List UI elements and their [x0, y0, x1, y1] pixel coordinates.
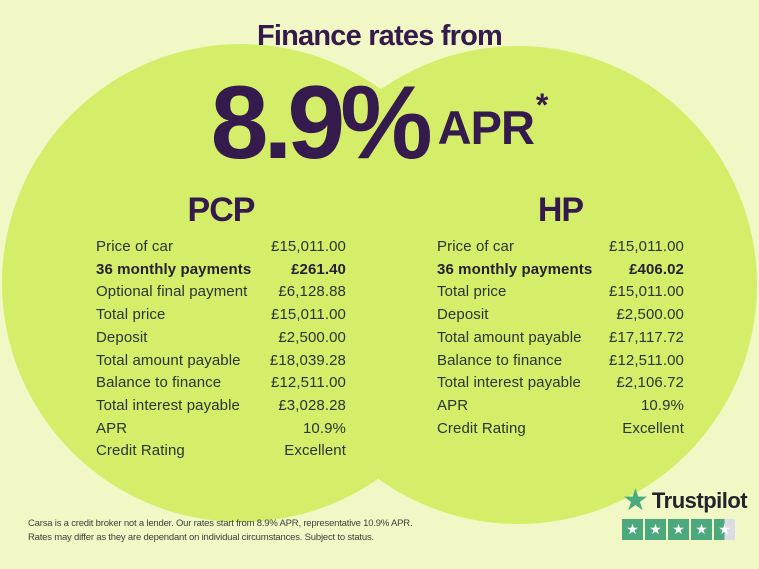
- trustpilot-widget: ★ Trustpilot ★ ★ ★ ★: [622, 484, 748, 540]
- headline-rate: 8.9% APR*: [0, 71, 759, 175]
- hp-finance-table: HP Price of car £15,011.00 36 monthly pa…: [437, 193, 684, 440]
- finance-table-row: Price of car £15,011.00: [437, 236, 684, 259]
- finance-table-row: Total price £15,011.00: [437, 281, 684, 304]
- row-value: £2,500.00: [278, 328, 346, 346]
- finance-table-row: Optional final payment £6,128.88: [96, 281, 346, 304]
- finance-table-row: 36 monthly payments £406.02: [437, 259, 684, 282]
- row-label: Total price: [437, 283, 507, 301]
- finance-table-row: Total amount payable £17,117.72: [437, 327, 684, 350]
- pcp-finance-table: PCP Price of car £15,011.00 36 monthly p…: [96, 193, 346, 463]
- row-value: £3,028.28: [278, 396, 346, 414]
- trustpilot-rating-star-box: ★: [622, 519, 643, 540]
- row-label: Credit Rating: [437, 419, 526, 437]
- row-value: £15,011.00: [271, 306, 346, 324]
- rate-suffix: APR: [437, 101, 535, 154]
- trustpilot-brand-text: Trustpilot: [651, 488, 748, 513]
- star-icon: ★: [649, 521, 662, 537]
- decorative-circle-right: [279, 46, 757, 524]
- row-label: Deposit: [437, 306, 489, 324]
- trustpilot-rating-stars: ★ ★ ★ ★ ★: [622, 519, 747, 540]
- row-value: 10.9%: [302, 419, 346, 437]
- row-value: £2,106.72: [616, 374, 684, 392]
- finance-table-row: Price of car £15,011.00: [96, 236, 346, 259]
- row-label: Total price: [96, 306, 166, 324]
- finance-table-row: Total interest payable £3,028.28: [96, 395, 346, 418]
- row-label: Price of car: [96, 238, 174, 255]
- row-value: £2,500.00: [616, 306, 684, 324]
- finance-table-row: Total amount payable £18,039.28: [96, 350, 346, 373]
- finance-table-row: Deposit £2,500.00: [96, 327, 346, 350]
- row-value: Excellent: [622, 419, 684, 437]
- row-value: £406.02: [629, 260, 684, 278]
- finance-table-row: Deposit £2,500.00: [437, 304, 684, 327]
- star-icon: ★: [718, 521, 731, 537]
- finance-table-row: APR 10.9%: [96, 418, 346, 441]
- finance-table-row: 36 monthly payments £261.40: [96, 259, 346, 282]
- row-label: Balance to finance: [96, 374, 222, 392]
- banner-title: Finance rates from: [256, 20, 503, 52]
- row-value: £6,128.88: [278, 283, 346, 301]
- finance-table-row: Credit Rating Excellent: [437, 418, 684, 441]
- row-value: £15,011.00: [271, 238, 346, 255]
- trustpilot-rating-star-box: ★: [668, 519, 689, 540]
- row-value: £18,039.28: [269, 351, 346, 369]
- rate-value: 8.9%: [210, 65, 433, 181]
- row-label: Optional final payment: [96, 283, 248, 301]
- row-value: £12,511.00: [271, 374, 346, 392]
- pcp-table-header: PCP: [187, 191, 256, 229]
- row-value: £12,511.00: [609, 351, 684, 369]
- row-value: £17,117.72: [609, 328, 684, 346]
- finance-table-row: Credit Rating Excellent: [96, 440, 346, 463]
- row-value: £15,011.00: [609, 283, 684, 301]
- row-label: Total amount payable: [437, 328, 582, 346]
- row-value: 10.9%: [640, 396, 684, 414]
- row-value: Excellent: [284, 442, 346, 460]
- row-value: £15,011.00: [609, 238, 684, 255]
- row-value: £261.40: [291, 260, 346, 278]
- row-label: Total interest payable: [437, 374, 581, 392]
- disclaimer-line-1: Carsa is a credit broker not a lender. O…: [28, 518, 413, 529]
- trustpilot-logo: ★ Trustpilot: [622, 484, 748, 517]
- trustpilot-star-icon: ★: [622, 484, 649, 517]
- disclaimer-line-2: Rates may differ as they are dependant o…: [28, 531, 374, 543]
- star-icon: ★: [672, 521, 685, 537]
- finance-table-row: Balance to finance £12,511.00: [96, 372, 346, 395]
- rate-asterisk: *: [535, 87, 549, 123]
- row-label: Price of car: [437, 238, 515, 255]
- trustpilot-rating-star-box: ★: [645, 519, 666, 540]
- row-label: Credit Rating: [96, 442, 185, 460]
- finance-table-row: APR 10.9%: [437, 395, 684, 418]
- star-icon: ★: [626, 521, 639, 537]
- hp-table-header: HP: [537, 191, 584, 229]
- row-label: APR: [437, 396, 469, 414]
- trustpilot-rating-star-box: ★: [691, 519, 712, 540]
- row-label: 36 monthly payments: [437, 260, 593, 278]
- finance-table-row: Total interest payable £2,106.72: [437, 372, 684, 395]
- row-label: Deposit: [96, 328, 148, 346]
- row-label: Total interest payable: [96, 396, 240, 414]
- row-label: 36 monthly payments: [96, 260, 252, 278]
- row-label: Balance to finance: [437, 351, 563, 369]
- hp-table-rows: Price of car £15,011.00 36 monthly payme…: [437, 236, 684, 440]
- finance-table-row: Balance to finance £12,511.00: [437, 350, 684, 373]
- star-icon: ★: [695, 521, 708, 537]
- finance-table-row: Total price £15,011.00: [96, 304, 346, 327]
- trustpilot-rating-star-box: ★: [714, 519, 735, 540]
- row-label: Total amount payable: [96, 351, 241, 369]
- pcp-table-rows: Price of car £15,011.00 36 monthly payme…: [96, 236, 346, 463]
- legal-disclaimer: Carsa is a credit broker not a lender. O…: [28, 517, 413, 544]
- row-label: APR: [96, 419, 128, 437]
